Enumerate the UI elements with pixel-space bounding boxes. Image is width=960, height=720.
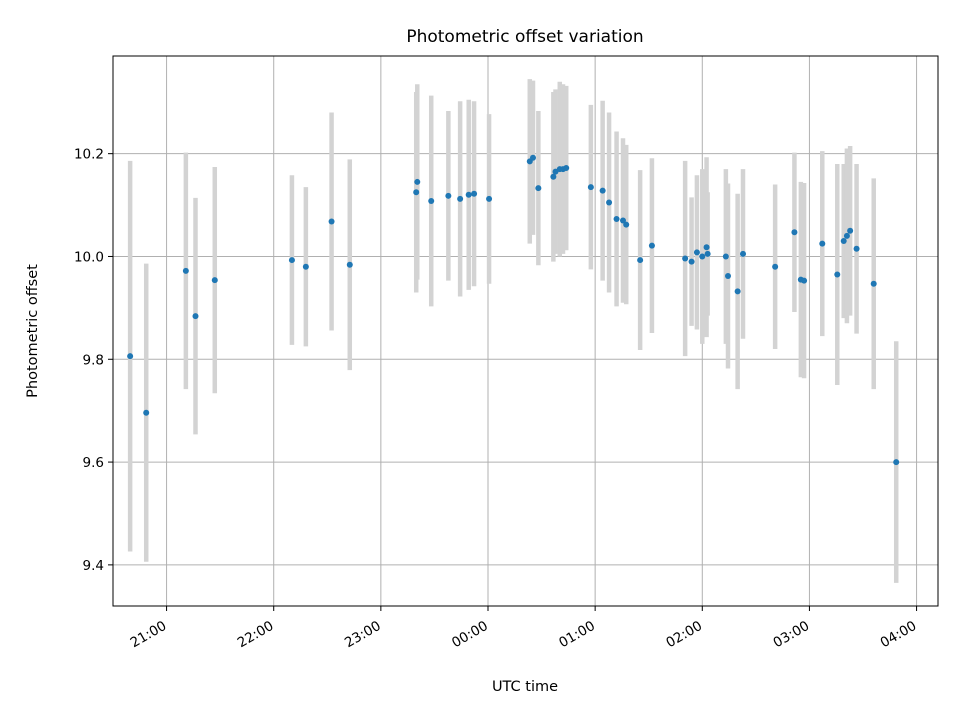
data-point [688, 258, 695, 265]
data-point [211, 277, 218, 284]
data-point [704, 250, 711, 257]
y-tick-label: 9.6 [83, 455, 104, 471]
data-point [613, 215, 620, 222]
data-point [599, 187, 606, 194]
data-point [465, 191, 472, 198]
data-point [550, 173, 557, 180]
data-point [302, 263, 309, 270]
data-point [413, 189, 420, 196]
data-point [428, 197, 435, 204]
data-point [853, 245, 860, 252]
data-point [725, 273, 731, 279]
data-point [182, 267, 189, 274]
chart-title: Photometric offset variation [406, 27, 643, 47]
data-point [471, 190, 478, 197]
data-point [722, 253, 729, 260]
data-point [606, 199, 613, 206]
data-point [346, 261, 353, 268]
data-point [870, 280, 877, 287]
data-point [740, 250, 746, 257]
y-axis-label: Photometric offset [25, 264, 41, 398]
data-point [535, 185, 542, 192]
y-tick-label: 10.2 [74, 147, 104, 163]
data-point [834, 271, 841, 278]
data-point [414, 178, 421, 185]
data-point [288, 257, 295, 264]
data-point [620, 217, 626, 224]
data-points [127, 154, 900, 466]
data-point [843, 232, 850, 239]
data-point [623, 221, 630, 228]
data-point [734, 288, 741, 295]
data-point [445, 192, 452, 199]
data-point [699, 253, 706, 260]
data-point [893, 459, 900, 466]
data-point [847, 227, 854, 234]
data-point [772, 263, 779, 270]
data-point [192, 313, 199, 320]
y-tick-label: 9.4 [83, 558, 104, 574]
y-tick-label: 10.0 [74, 249, 104, 265]
data-point [637, 257, 644, 264]
data-point [693, 249, 700, 256]
data-point [819, 240, 826, 247]
data-point [703, 244, 710, 251]
data-point [328, 218, 335, 225]
data-point [840, 238, 847, 245]
plot-frame [112, 55, 939, 607]
data-point [143, 409, 150, 416]
data-point [587, 184, 594, 191]
data-point [127, 353, 134, 360]
data-point [791, 229, 798, 236]
data-point [530, 154, 536, 161]
y-tick-label: 9.8 [83, 352, 104, 368]
data-point [457, 195, 464, 202]
data-point [682, 255, 689, 262]
data-point [801, 277, 808, 284]
x-axis-label: UTC time [492, 679, 558, 695]
data-point [486, 195, 493, 202]
y-axis: 9.4 9.6 9.8 10.0 10.2 [74, 147, 113, 574]
data-point [648, 242, 655, 249]
data-point [563, 165, 570, 172]
